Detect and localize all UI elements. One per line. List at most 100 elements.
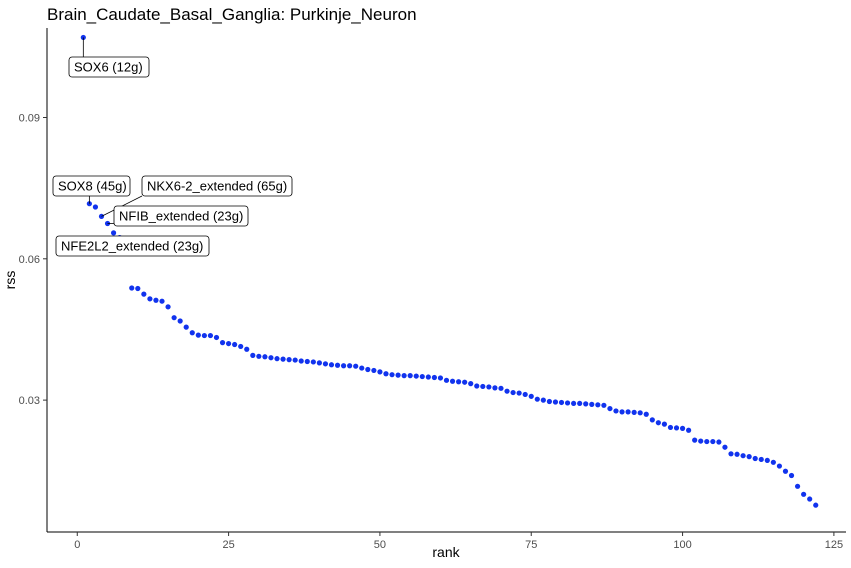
annotation-label: NKX6-2_extended (65g)	[147, 179, 287, 194]
annotation-label: NFE2L2_extended (23g)	[61, 239, 203, 254]
data-point	[165, 304, 171, 310]
annotation-box	[141, 175, 293, 197]
data-point	[274, 356, 280, 362]
data-point	[250, 352, 256, 358]
data-point	[304, 358, 310, 365]
x-tick-label: 25	[222, 539, 234, 551]
data-point	[564, 400, 571, 406]
data-point	[401, 373, 407, 379]
y-tick-label: 0.09	[19, 112, 40, 124]
data-point	[794, 483, 801, 489]
data-point	[516, 390, 522, 396]
data-point	[443, 377, 450, 383]
data-point	[734, 451, 740, 457]
data-point	[788, 472, 795, 479]
data-point	[686, 427, 692, 433]
x-tick-label: 125	[825, 539, 843, 551]
data-point	[583, 401, 589, 407]
x-tick-label: 75	[525, 539, 537, 551]
data-point	[552, 399, 559, 405]
data-point	[728, 451, 734, 457]
data-point	[456, 379, 462, 385]
annotation-label: NFIB_extended (23g)	[119, 209, 243, 224]
data-point	[365, 366, 371, 373]
data-point	[110, 230, 117, 236]
axis-ticks: 0 25 50 75 100 125 0.03 0.06 0.09	[19, 112, 843, 551]
data-point	[225, 340, 232, 347]
data-point	[625, 409, 631, 415]
data-point	[679, 425, 686, 431]
data-point	[262, 354, 268, 360]
data-point	[189, 330, 195, 336]
data-point	[395, 372, 401, 378]
data-point	[667, 424, 674, 431]
annotation-box	[55, 235, 210, 257]
data-point	[328, 362, 335, 368]
data-point	[147, 296, 153, 302]
data-point	[449, 378, 456, 384]
data-point	[413, 373, 419, 379]
x-tick-label: 0	[74, 539, 80, 551]
data-point	[782, 468, 789, 474]
data-point	[159, 298, 165, 304]
data-point	[540, 397, 546, 403]
data-point	[758, 456, 764, 463]
data-point	[692, 437, 698, 443]
data-point	[195, 332, 201, 338]
x-axis-title: rank	[432, 544, 460, 560]
data-point	[649, 417, 655, 423]
data-point	[776, 463, 783, 469]
data-point	[528, 393, 534, 399]
y-tick-label: 0.06	[19, 254, 40, 266]
data-point	[716, 439, 722, 445]
data-point	[722, 444, 728, 450]
data-point	[462, 379, 468, 385]
data-point	[571, 400, 577, 407]
annotation-label: SOX8 (45g)	[58, 179, 127, 194]
data-point	[595, 402, 601, 408]
data-point	[219, 340, 226, 346]
x-tick-label: 50	[374, 539, 386, 551]
data-point	[244, 346, 250, 352]
data-point	[558, 399, 565, 406]
data-point	[135, 285, 141, 292]
data-point	[631, 409, 637, 415]
annotations: SOX6 (12g) SOX8 (45g) NKX6-2_extended (65g…	[52, 37, 293, 257]
data-point	[546, 398, 553, 405]
data-point	[589, 401, 595, 407]
data-point	[171, 315, 177, 321]
data-point	[310, 359, 316, 365]
data-point	[637, 410, 643, 416]
data-point	[655, 420, 661, 426]
data-point	[353, 363, 359, 369]
data-point	[468, 381, 474, 387]
data-point	[813, 502, 819, 508]
data-point	[474, 383, 480, 389]
data-point	[498, 385, 504, 391]
data-point	[383, 371, 389, 377]
data-point	[425, 374, 431, 380]
data-point	[359, 365, 365, 371]
data-point	[643, 411, 649, 417]
data-point	[764, 457, 770, 464]
plot-area	[80, 34, 819, 508]
data-point	[232, 341, 238, 348]
x-tick-label: 100	[673, 539, 691, 551]
data-point	[213, 334, 220, 341]
data-point	[534, 396, 540, 402]
data-point	[661, 421, 668, 427]
y-axis-title: rss	[2, 271, 18, 290]
data-point	[298, 358, 304, 364]
data-point	[607, 405, 613, 412]
data-point	[437, 375, 444, 381]
data-point	[334, 362, 341, 368]
data-point	[613, 408, 619, 414]
data-point	[419, 373, 425, 380]
data-point	[286, 357, 292, 363]
data-point	[238, 343, 244, 350]
data-point	[407, 373, 413, 379]
data-point	[673, 425, 680, 431]
data-point	[129, 285, 135, 291]
data-point	[322, 361, 329, 367]
